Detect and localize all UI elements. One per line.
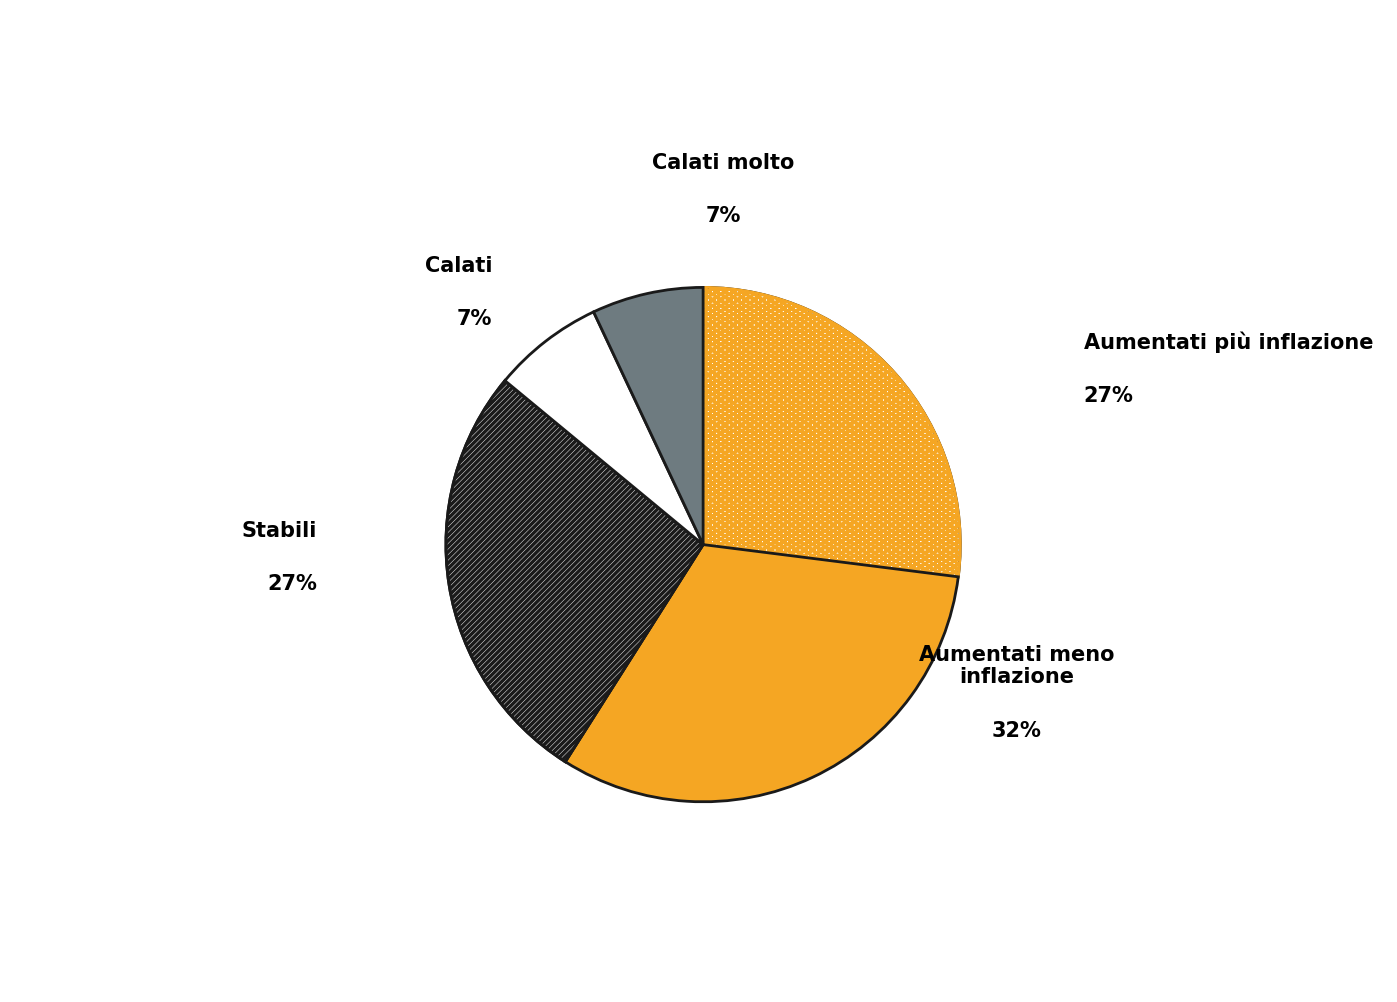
Wedge shape bbox=[703, 288, 960, 577]
Wedge shape bbox=[566, 545, 958, 802]
Text: 27%: 27% bbox=[1084, 387, 1133, 407]
Text: Aumentati meno
inflazione: Aumentati meno inflazione bbox=[919, 645, 1115, 687]
Text: Calati molto: Calati molto bbox=[652, 153, 795, 173]
Text: 7%: 7% bbox=[457, 310, 492, 330]
Wedge shape bbox=[594, 288, 703, 545]
Text: 7%: 7% bbox=[705, 206, 742, 226]
Text: Calati: Calati bbox=[425, 256, 492, 276]
Text: 32%: 32% bbox=[992, 720, 1042, 740]
Wedge shape bbox=[446, 381, 703, 762]
Text: Stabili: Stabili bbox=[242, 521, 317, 541]
Text: Aumentati più inflazione: Aumentati più inflazione bbox=[1084, 332, 1373, 353]
Wedge shape bbox=[504, 312, 703, 545]
Text: 27%: 27% bbox=[267, 574, 317, 594]
